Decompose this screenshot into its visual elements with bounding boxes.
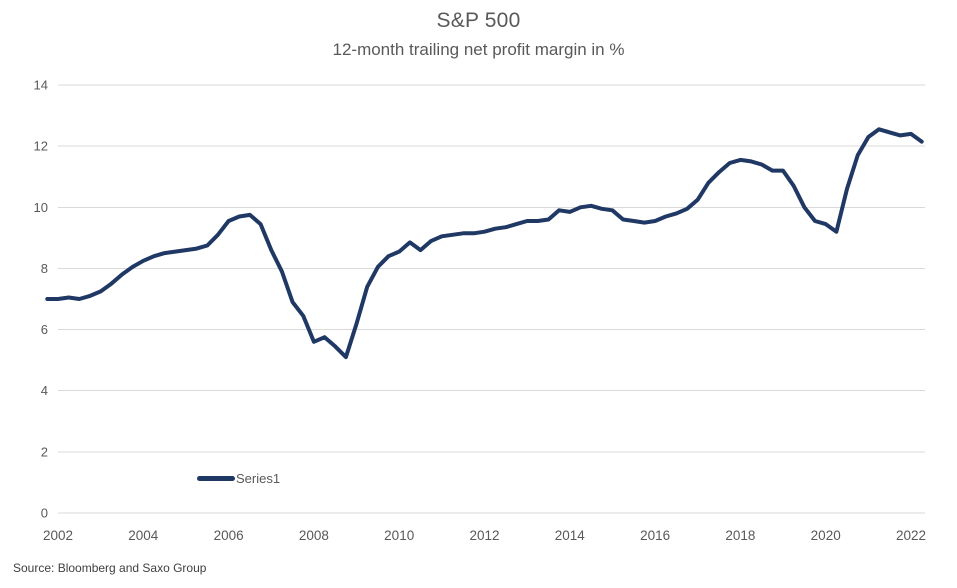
- x-axis-tick-label: 2020: [811, 528, 841, 543]
- x-axis-tick-label: 2008: [299, 528, 329, 543]
- x-axis-tick-label: 2012: [469, 528, 499, 543]
- x-axis-tick-label: 2022: [896, 528, 926, 543]
- y-axis-tick-label: 2: [41, 444, 48, 459]
- profit-margin-line: [45, 127, 924, 360]
- x-axis-tick-label: 2014: [555, 528, 586, 543]
- y-axis-tick-label: 12: [34, 139, 48, 154]
- y-axis-tick-label: 14: [34, 78, 48, 93]
- x-axis-tick-label: 2018: [725, 528, 755, 543]
- x-axis-tick-label: 2016: [640, 528, 670, 543]
- legend: Series1: [197, 471, 280, 486]
- x-axis-tick-label: 2006: [214, 528, 244, 543]
- chart-subtitle: 12-month trailing net profit margin in %: [332, 40, 625, 59]
- x-axis-tick-label: 2010: [384, 528, 414, 543]
- y-axis-tick-label: 0: [41, 506, 48, 521]
- x-axis-tick-label: 2002: [43, 528, 73, 543]
- x-axis-tick-label: 2004: [128, 528, 159, 543]
- chart-title: S&P 500: [436, 9, 521, 32]
- y-axis-tick-label: 6: [41, 322, 48, 337]
- series1-legend-label: Series1: [236, 471, 281, 486]
- source-note: Source: Bloomberg and Saxo Group: [13, 561, 207, 575]
- y-axis-tick-label: 8: [41, 261, 48, 276]
- y-axis-tick-label: 4: [41, 383, 48, 398]
- y-axis-tick-label: 10: [34, 200, 48, 215]
- series1-line-marker: [197, 476, 235, 481]
